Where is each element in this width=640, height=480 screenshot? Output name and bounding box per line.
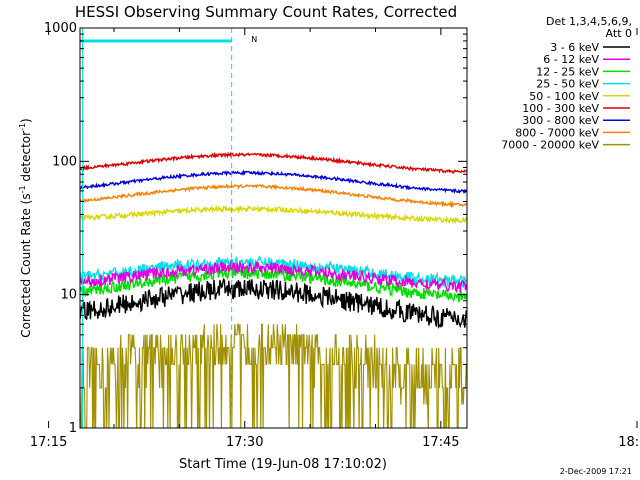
series-line-7	[80, 169, 467, 195]
legend-label-8: 800 - 7000 keV	[515, 126, 599, 139]
x-tick-label-3: 17:45	[422, 435, 459, 450]
x-tick-label-2: 17:30	[226, 435, 263, 450]
legend-label-9: 7000 - 20000 keV	[501, 139, 599, 152]
x-axis-label: Start Time (19-Jun-08 17:10:02)	[179, 457, 387, 472]
x-tick-label-1: 17:15	[30, 435, 67, 450]
series-line-3	[80, 265, 467, 303]
plot-frame	[79, 27, 468, 429]
y-tick-label-2: 100	[52, 154, 77, 169]
series-line-2	[80, 259, 467, 293]
legend-label-5: 50 - 100 keV	[529, 90, 599, 103]
legend-label-1: 3 - 6 keV	[550, 41, 599, 54]
legend-header-line-1: Det 1,3,4,5,6,9,	[546, 15, 632, 28]
y-tick-label-4: 1	[69, 421, 77, 436]
legend-label-2: 6 - 12 keV	[543, 53, 599, 66]
legend-header-line-2: Att 0	[606, 27, 632, 40]
timestamp-stamp: 2-Dec-2009 17:21	[560, 467, 632, 476]
legend-label-3: 12 - 25 keV	[536, 65, 599, 78]
y-tick-label-3: 10	[60, 288, 77, 303]
series-line-5	[80, 204, 467, 225]
series-line-9	[80, 323, 467, 428]
legend-label-7: 300 - 800 keV	[522, 114, 599, 127]
chart-title: HESSI Observing Summary Count Rates, Cor…	[75, 3, 457, 21]
y-axis-label: Corrected Count Rate (s-1 detector-1)	[18, 118, 33, 337]
series-line-6	[80, 151, 467, 174]
y-axis: 1000 100 10 1	[44, 21, 467, 436]
x-tick-label-4: 18:00	[618, 435, 640, 450]
y-tick-label-1: 1000	[44, 21, 77, 36]
legend-label-4: 25 - 50 keV	[536, 78, 599, 91]
flag-label: N	[251, 35, 257, 44]
series-line-8	[80, 183, 467, 209]
legend-label-6: 100 - 300 keV	[522, 102, 599, 115]
series-line-1	[80, 278, 467, 330]
